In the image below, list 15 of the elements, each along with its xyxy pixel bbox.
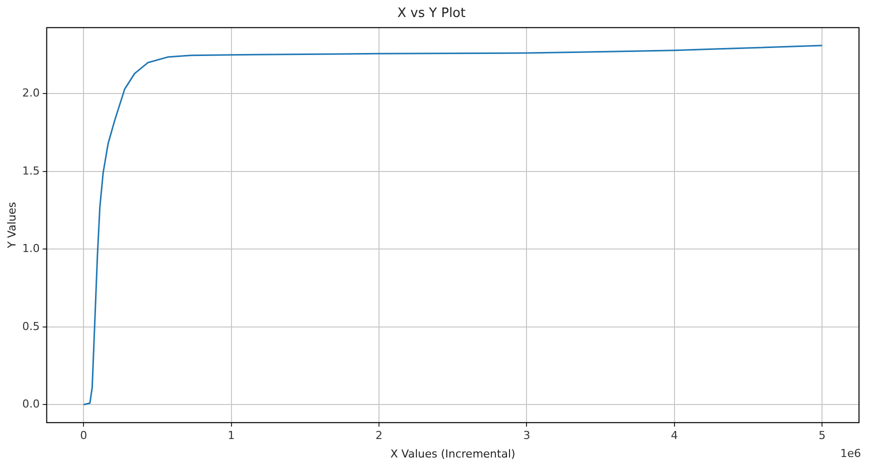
chart-title: X vs Y Plot [397,6,466,22]
y-tick-label: 1.0 [22,242,40,256]
x-tick-label: 2 [376,429,382,442]
y-tick-label: 2.0 [22,86,40,100]
y-tick-label: 0.0 [22,398,40,411]
y-axis-title: Y Values [5,202,18,250]
x-axis-title: X Values (Incremental) [390,447,516,460]
x-tick-label: 5 [818,429,826,442]
x-tick-label: 4 [670,429,678,442]
x-tick-label: 0 [80,429,88,442]
x-tick-label: 3 [523,429,530,442]
y-tick-label: 1.5 [22,164,40,178]
text: 1e6 [840,446,861,460]
x-tick-label: 1 [228,429,235,442]
y-tick-label: 0.5 [22,320,40,333]
